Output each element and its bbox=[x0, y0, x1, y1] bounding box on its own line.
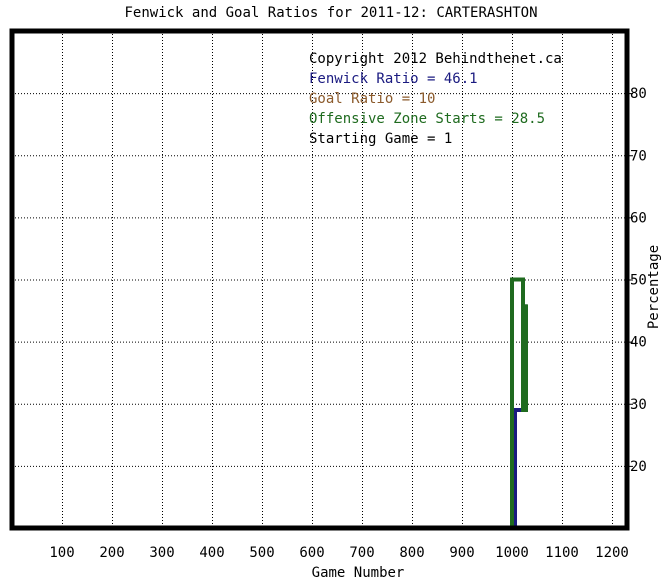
x-tick-label: 100 bbox=[49, 545, 74, 561]
y-axis-label: Percentage bbox=[646, 245, 662, 329]
x-tick-label: 1100 bbox=[545, 545, 579, 561]
legend-entry: Starting Game = 1 bbox=[309, 131, 452, 147]
x-tick-label: 300 bbox=[149, 545, 174, 561]
x-tick-label: 1200 bbox=[595, 545, 629, 561]
legend: Copyright 2012 Behindthenet.ca Fenwick Ra… bbox=[309, 51, 562, 147]
y-tick-label: 50 bbox=[630, 273, 647, 289]
x-tick-label: 500 bbox=[249, 545, 274, 561]
y-tick-labels: 20 30 40 50 60 70 80 bbox=[630, 86, 647, 475]
series-line-offensive-zone-starts bbox=[510, 277, 528, 528]
x-tick-labels: 100 200 300 400 500 600 700 800 900 1000 1100 1200 bbox=[49, 545, 629, 561]
series-layer bbox=[510, 277, 528, 528]
y-tick-label: 60 bbox=[630, 210, 647, 226]
x-tick-label: 400 bbox=[199, 545, 224, 561]
x-tick-label: 800 bbox=[399, 545, 424, 561]
x-tick-label: 900 bbox=[449, 545, 474, 561]
y-tick-label: 70 bbox=[630, 148, 647, 164]
y-tick-label: 20 bbox=[630, 459, 647, 475]
y-tick-label: 80 bbox=[630, 86, 647, 102]
plot-frame bbox=[9, 28, 630, 531]
x-tick-label: 600 bbox=[299, 545, 324, 561]
x-tick-label: 1000 bbox=[495, 545, 529, 561]
y-tick-label: 30 bbox=[630, 397, 647, 413]
x-axis-label: Game Number bbox=[312, 565, 405, 580]
legend-entry: Offensive Zone Starts = 28.5 bbox=[309, 111, 545, 127]
x-tick-label: 700 bbox=[349, 545, 374, 561]
legend-entry: Copyright 2012 Behindthenet.ca bbox=[309, 51, 562, 67]
y-tick-label: 40 bbox=[630, 335, 647, 351]
chart-title: Fenwick and Goal Ratios for 2011-12: CAR… bbox=[124, 5, 537, 21]
legend-entry: Fenwick Ratio = 46.1 bbox=[309, 71, 478, 87]
legend-entry: Goal Ratio = 10 bbox=[309, 91, 435, 107]
x-tick-label: 200 bbox=[99, 545, 124, 561]
